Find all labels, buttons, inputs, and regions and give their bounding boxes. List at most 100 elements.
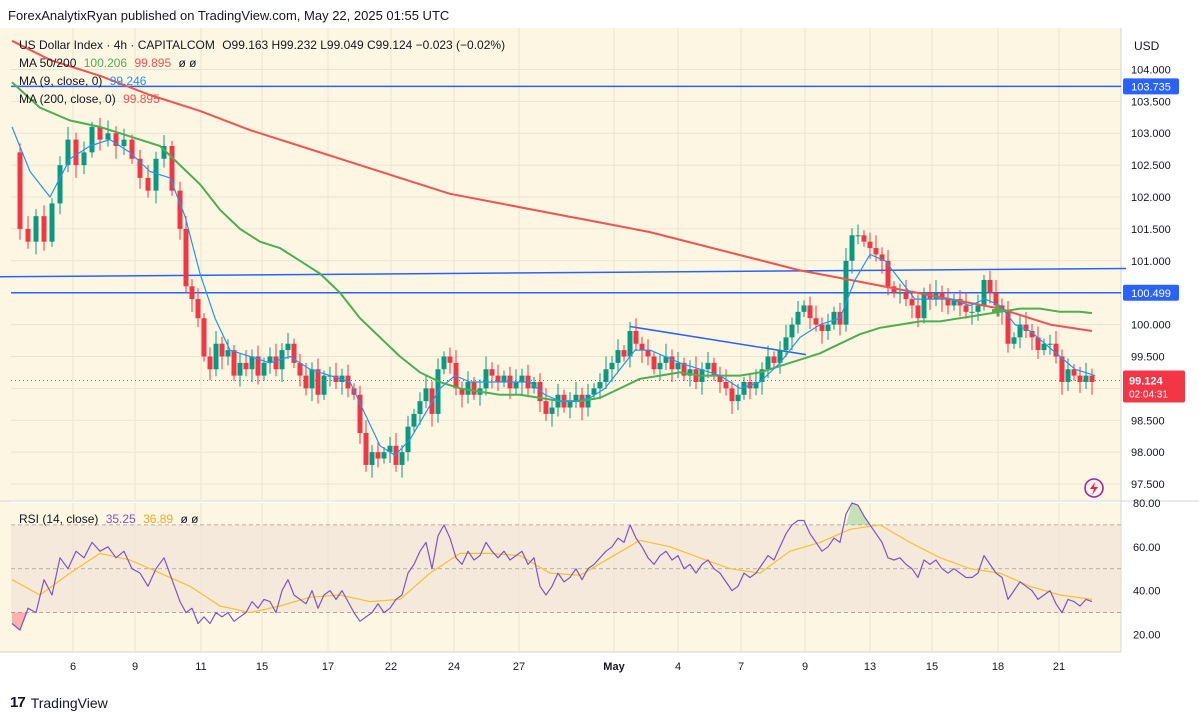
candle-body <box>345 375 351 389</box>
legend-rsi-ma-value: 36.89 <box>143 512 174 526</box>
rsi-tick-label: 40.00 <box>1133 586 1161 598</box>
candle-body <box>315 369 321 395</box>
candle-body <box>1017 324 1023 338</box>
chart-frame[interactable]: 104.000 103.500 103.000 102.500 102.000 101.5… <box>0 28 1199 682</box>
candle-body <box>609 362 615 370</box>
last-price-label: 99.124 <box>1129 375 1164 387</box>
candle-body <box>1029 330 1035 338</box>
candle-body <box>765 356 771 370</box>
rsi-ma-line <box>11 524 1093 614</box>
candle-body <box>741 382 747 395</box>
main-pane-bg <box>11 28 1121 500</box>
candle-body <box>267 356 273 363</box>
candle-body <box>879 254 885 261</box>
legend-ma200-row-value: 99.895 <box>123 92 160 106</box>
candle-body <box>669 356 675 370</box>
candle-body <box>1035 337 1041 351</box>
candle-body <box>243 362 249 370</box>
candle-body <box>543 401 549 414</box>
legend-rsi-tail: ø ø <box>180 512 199 526</box>
candle-body <box>501 375 507 382</box>
candle-body <box>369 452 375 465</box>
price-tick-label: 103.500 <box>1131 96 1171 108</box>
candle-body <box>759 369 765 382</box>
candle-body <box>537 382 543 402</box>
candle-body <box>1023 324 1029 331</box>
candle-body <box>717 375 723 382</box>
ma200-line <box>11 39 1093 332</box>
candle-body <box>495 375 501 382</box>
time-tick-label: 7 <box>738 661 744 673</box>
candle-body <box>129 139 135 159</box>
candle-body <box>1071 369 1077 376</box>
candle-body <box>273 356 279 370</box>
price-tick-label: 101.000 <box>1131 256 1171 268</box>
candle-body <box>105 133 111 140</box>
candle-body <box>255 356 261 376</box>
candle-body <box>729 388 735 402</box>
candle-body <box>169 146 175 191</box>
candle-body <box>303 375 309 389</box>
legend-ma200-row[interactable]: MA (200, close, 0) 99.895 <box>19 92 164 106</box>
candle-body <box>993 292 999 306</box>
legend-symbol: US Dollar Index · 4h · CAPITALCOM <box>19 38 215 52</box>
candle-body <box>57 165 63 204</box>
candle-body <box>465 382 471 395</box>
ma50-line <box>11 81 1093 403</box>
candle-body <box>225 350 231 357</box>
publisher-line: ForexAnalytixRyan published on TradingVi… <box>8 8 450 23</box>
left-gutter <box>0 28 11 652</box>
candle-body <box>291 343 297 363</box>
candle-body <box>819 324 825 331</box>
candle-body <box>1077 375 1083 382</box>
legend-ma9-row[interactable]: MA (9, close, 0) 99.246 <box>19 74 150 88</box>
legend-ma-pair-row[interactable]: MA 50/200 100.206 99.895 ø ø <box>19 56 201 70</box>
candle-body <box>309 369 315 389</box>
candle-body <box>603 369 609 382</box>
ma9-line <box>11 126 1096 456</box>
price-tick-label: 98.000 <box>1131 447 1165 459</box>
candle-body <box>73 139 79 166</box>
candle-body <box>177 190 183 229</box>
candle-body <box>585 394 591 408</box>
time-tick-label: 6 <box>70 661 76 673</box>
level-price-tag <box>1123 78 1179 95</box>
currency-label: USD <box>1134 39 1160 53</box>
candle-body <box>113 133 119 146</box>
candle-body <box>945 299 951 306</box>
candle-body <box>1059 356 1065 382</box>
candle-body <box>357 394 363 434</box>
candle-body <box>909 299 915 306</box>
candle-body <box>261 362 267 376</box>
candle-body <box>405 426 411 453</box>
price-tick-label: 102.500 <box>1131 160 1171 172</box>
candle-body <box>645 350 651 357</box>
candle-body <box>783 337 789 351</box>
candle-body <box>705 362 711 370</box>
candle-body <box>375 452 381 459</box>
alert-flash-icon <box>1090 482 1098 495</box>
candle-body <box>735 394 741 402</box>
price-tick-label: 103.000 <box>1131 128 1171 140</box>
candle-body <box>201 318 207 357</box>
candle-body <box>1041 343 1047 351</box>
legend-ma-pair-label: MA 50/200 <box>19 56 77 70</box>
candle-body <box>417 401 423 414</box>
tradingview-logo[interactable]: 17 TradingView <box>10 694 108 711</box>
candle-body <box>153 158 159 191</box>
time-tick-label: 18 <box>992 661 1004 673</box>
price-tick-label: 101.500 <box>1131 224 1171 236</box>
legend-rsi-row[interactable]: RSI (14, close) 35.25 36.89 ø ø <box>19 512 202 526</box>
candle-body <box>903 292 909 300</box>
candle-body <box>363 433 369 465</box>
candle-body <box>483 369 489 389</box>
candle-body <box>321 375 327 395</box>
legend-ma-pair-tail: ø ø <box>178 56 197 70</box>
candle-body <box>723 382 729 389</box>
chart-svg[interactable]: 104.000 103.500 103.000 102.500 102.000 101.5… <box>0 28 1199 682</box>
candle-body <box>1053 343 1059 357</box>
candle-body <box>213 343 219 370</box>
candle-body <box>975 305 981 312</box>
candle-body <box>633 330 639 344</box>
candle-body <box>867 241 873 249</box>
